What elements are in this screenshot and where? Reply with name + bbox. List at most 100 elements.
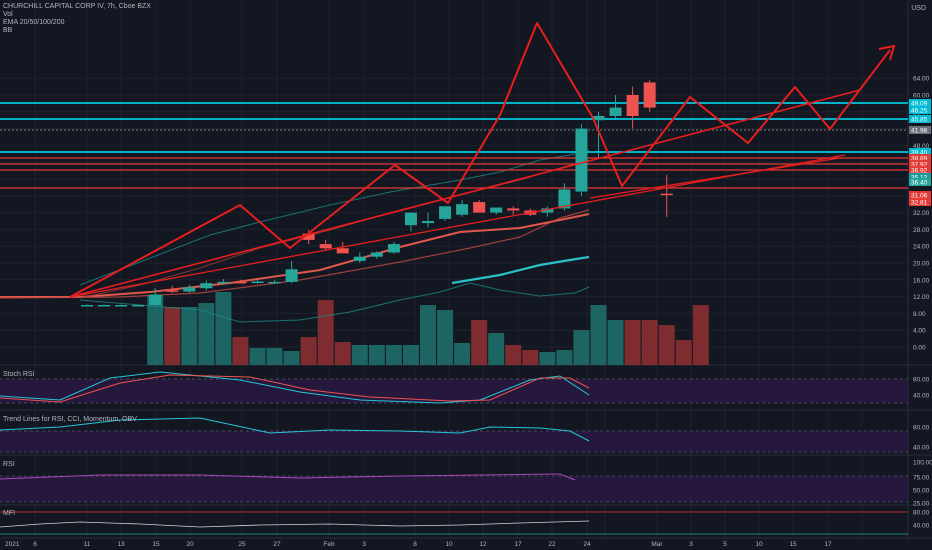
time-tick-label: 17 — [824, 541, 832, 548]
candle-up — [353, 256, 366, 261]
volume-bar — [266, 348, 283, 365]
candle-up — [609, 107, 622, 116]
volume-bar — [658, 325, 675, 365]
candle-up — [132, 305, 145, 307]
time-tick-label: 3 — [362, 541, 366, 548]
volume-bar — [437, 310, 454, 365]
price-tag — [909, 106, 931, 114]
projection-arrowhead — [878, 44, 896, 61]
rsi-line — [0, 473, 576, 481]
candle-up — [251, 281, 264, 283]
volume-bar — [573, 330, 590, 365]
volume-bar — [300, 337, 317, 365]
time-tick-label: 11 — [84, 541, 91, 548]
time-tick-label: 10 — [755, 541, 763, 548]
candle-down — [166, 290, 179, 292]
candle-down — [319, 244, 332, 249]
candle-up — [268, 281, 281, 284]
price-tag — [909, 160, 931, 168]
candle-up — [490, 207, 503, 213]
price-tick-label: 60.00 — [913, 93, 930, 100]
time-tick-label: 3 — [689, 541, 693, 548]
candle-up — [558, 189, 571, 209]
stoch-d-line — [0, 374, 590, 403]
volume-bar — [471, 320, 488, 365]
time-tick-label: 15 — [789, 541, 797, 548]
volume-bar — [317, 300, 334, 365]
volume-bar — [215, 292, 232, 365]
osc-tick-label: 80.00 — [913, 510, 930, 517]
osc-tick-label: 100.00 — [913, 460, 932, 467]
price-tag-label: 45.85 — [911, 116, 928, 123]
time-tick-label: 5 — [723, 541, 727, 548]
price-tag — [909, 198, 931, 206]
price-tag-label: 39.40 — [911, 149, 928, 156]
osc-tick-label: 40.00 — [913, 393, 930, 400]
price-tag — [909, 99, 931, 107]
osc-tick-label: 75.00 — [913, 475, 930, 482]
price-tick-label: 32.00 — [913, 210, 930, 217]
volume-bar — [402, 345, 419, 365]
time-tick-label: Feb — [323, 541, 335, 548]
candle-up — [575, 128, 588, 192]
rsi-band — [0, 476, 908, 502]
price-tag — [909, 166, 931, 174]
time-tick-label: Mar — [651, 541, 663, 548]
price-tag-label: 38.89 — [911, 155, 928, 162]
volume-bar — [692, 305, 709, 365]
volume-bar — [351, 345, 368, 365]
price-tag-label: 37.92 — [911, 161, 928, 168]
price-tag — [909, 178, 931, 186]
candle-up — [439, 206, 452, 219]
price-tag-label: 31.06 — [911, 192, 928, 199]
price-tick-label: 48.00 — [913, 143, 930, 150]
ema-legend: EMA 20/50/100/200 — [3, 19, 65, 26]
candle-up — [541, 208, 554, 213]
candle-down — [626, 95, 639, 116]
ema-100-line — [0, 209, 590, 299]
volume-bar — [607, 320, 624, 365]
volume-bar — [675, 340, 692, 365]
time-tick-label: 20 — [186, 541, 194, 548]
mfi-title: MFI — [3, 510, 16, 517]
lower-trendline — [69, 154, 846, 298]
trend-lines-title: Trend Lines for RSI, CCI, Momentum, OBV — [3, 416, 137, 423]
volume-bar — [249, 348, 266, 365]
candle-up — [149, 294, 162, 305]
candle-down — [643, 82, 656, 108]
volume-bar — [385, 345, 402, 365]
price-tag-label: 36.40 — [911, 179, 928, 186]
volume-bar — [147, 295, 164, 365]
osc-tick-label: 40.00 — [913, 445, 930, 452]
volume-bar — [181, 307, 198, 365]
candle-up — [285, 269, 298, 282]
trend-osc-line — [0, 417, 590, 442]
time-tick-label: 24 — [583, 541, 591, 548]
candle-up — [592, 116, 605, 121]
candle-up — [217, 281, 230, 284]
volume-bar — [368, 345, 385, 365]
candle-up — [115, 305, 128, 307]
volume-bar — [420, 305, 436, 365]
price-tag — [909, 148, 931, 156]
time-tick-label: 12 — [479, 541, 487, 548]
volume-bar — [198, 303, 215, 365]
bb-legend: BB — [3, 27, 13, 34]
stoch-k-line — [0, 371, 590, 404]
price-tick-label: 20.00 — [913, 261, 930, 268]
volume-bar — [454, 343, 471, 365]
upper-trendline — [69, 89, 861, 298]
osc-tick-label: 50.00 — [913, 488, 930, 495]
volume-bar — [624, 320, 641, 365]
time-tick-label: 22 — [548, 541, 556, 548]
volume-bar — [522, 350, 539, 365]
candle-down — [234, 281, 247, 284]
time-tick-label: 10 — [445, 541, 453, 548]
candle-up — [98, 305, 111, 307]
price-tick-label: 12.00 — [913, 294, 930, 301]
candle-up — [404, 212, 417, 226]
price-tick-label: 16.00 — [913, 277, 930, 284]
symbol-title: CHURCHILL CAPITAL CORP IV, 7h, Cboe BZX — [3, 3, 151, 10]
volume-bar — [232, 337, 249, 365]
